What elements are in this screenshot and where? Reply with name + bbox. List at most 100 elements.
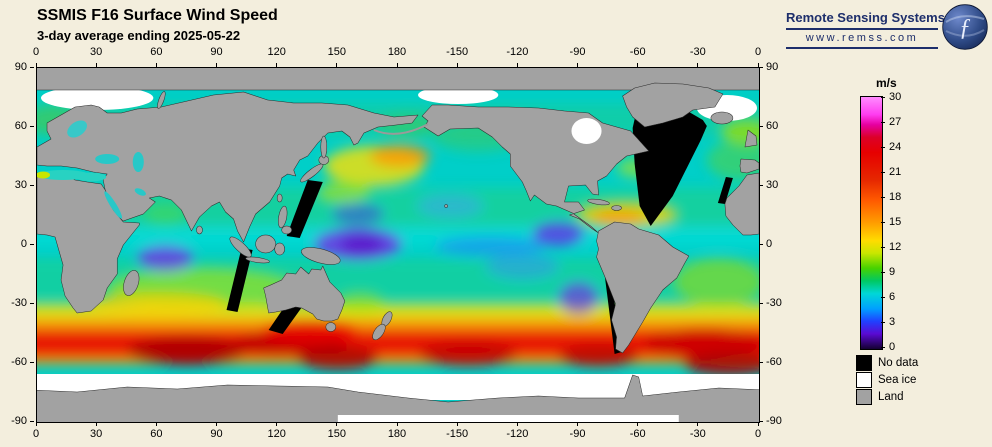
lon-tick <box>456 63 458 67</box>
lon-tick <box>637 63 639 67</box>
lon-tick-label: 90 <box>210 46 223 58</box>
inland-seas-layer <box>37 118 679 422</box>
lon-tick-label: 60 <box>150 46 163 58</box>
colorbar-tick <box>881 271 885 273</box>
borneo <box>255 234 276 254</box>
alboran-wind-patch <box>37 171 51 179</box>
lon-tick <box>396 422 398 426</box>
lon-tick-label: -60 <box>629 428 646 440</box>
globe-swirl <box>945 15 985 23</box>
lat-tick-label: 0 <box>766 238 773 250</box>
aleutians <box>373 123 429 135</box>
colorbar-tick-label: 27 <box>889 116 902 128</box>
hudson-bay-ice <box>571 118 602 144</box>
antarctica <box>37 374 759 422</box>
colorbar-tick <box>881 121 885 123</box>
black-sea <box>95 154 120 164</box>
arctic-land-strip <box>37 68 759 91</box>
lon-tick <box>757 63 759 67</box>
eurasia <box>37 91 419 243</box>
colorbar-tick-label: 6 <box>889 291 896 303</box>
lat-tick <box>30 361 34 363</box>
colorbar-tick <box>881 171 885 173</box>
colorbar-tick-label: 12 <box>889 241 902 253</box>
greenland <box>622 82 724 128</box>
lon-tick-label: 0 <box>754 428 762 440</box>
sri-lanka <box>196 225 203 235</box>
page-subtitle: 3-day average ending 2025-05-22 <box>37 28 241 43</box>
baltic-sea <box>67 120 88 138</box>
branding: Remote Sensing Systems www.remss.com <box>786 10 945 51</box>
colorbar-tick <box>881 296 885 298</box>
sakhalin <box>320 135 328 159</box>
lat-tick-label: 60 <box>14 120 27 132</box>
colorbar-tick <box>881 146 885 148</box>
lon-tick <box>697 422 699 426</box>
lat-tick-label: -30 <box>11 297 27 309</box>
colorbar: m/s 30 27 24 21 18 15 12 9 6 3 0 <box>858 76 988 376</box>
lon-tick-label: 60 <box>150 428 163 440</box>
remss-globe-logo: ƒ <box>942 4 988 50</box>
legend-item: Land <box>856 388 904 405</box>
lon-tick-label: -150 <box>446 428 469 440</box>
lon-tick <box>456 422 458 426</box>
new-zealand-south <box>372 323 386 341</box>
lon-tick <box>336 422 338 426</box>
colorbar-tick-label: 15 <box>889 216 902 228</box>
lat-tick <box>759 125 763 127</box>
lon-tick-label: 0 <box>754 46 762 58</box>
lon-tick-label: -90 <box>569 428 586 440</box>
lon-tick-label: 0 <box>32 428 40 440</box>
luzon <box>278 205 288 229</box>
longitude-axis-top: 0 30 60 90 120 150 180 -150 -120 -90 -60 -30 0 <box>33 46 761 67</box>
lon-tick-label: 30 <box>90 428 103 440</box>
lat-tick <box>759 302 763 304</box>
lat-tick-label: -30 <box>766 297 782 309</box>
novaya-zemlya <box>157 91 166 109</box>
lon-tick <box>697 63 699 67</box>
lon-tick <box>155 422 157 426</box>
lon-tick <box>396 63 398 67</box>
africa <box>37 171 140 314</box>
no-data-swatch <box>856 354 872 371</box>
lon-tick <box>336 63 338 67</box>
lon-tick-label: 30 <box>90 46 103 58</box>
mediterranean-sea <box>37 170 90 180</box>
west-africa-right-edge <box>724 172 759 236</box>
persian-gulf <box>134 188 146 196</box>
colorbar-tick-label: 3 <box>889 316 896 328</box>
page-title: SSMIS F16 Surface Wind Speed <box>37 7 278 24</box>
iceland <box>710 111 734 125</box>
lat-tick-label: -90 <box>766 415 782 427</box>
arctic-sea-ice <box>41 86 757 121</box>
lat-tick-label: -60 <box>11 356 27 368</box>
map-legend: No data Sea ice Land <box>856 354 986 415</box>
lon-tick <box>35 63 37 67</box>
lon-tick-label: -90 <box>569 46 586 58</box>
lon-tick-label: -30 <box>689 46 706 58</box>
lat-tick <box>759 420 763 422</box>
lon-tick-label: -150 <box>446 46 469 58</box>
latitude-axis-left: 90 60 30 0 -30 -60 -90 <box>0 61 35 427</box>
lon-tick <box>577 63 578 67</box>
hispaniola <box>611 205 622 211</box>
sea-ice-swatch <box>856 371 872 388</box>
lat-tick-label: 30 <box>14 179 27 191</box>
ross-ice-shelf <box>337 415 679 422</box>
british-isles <box>744 129 758 148</box>
globe-circle <box>942 4 988 50</box>
colorbar-tick-label: 18 <box>889 191 902 203</box>
lon-tick <box>95 63 97 67</box>
colorbar-tick <box>881 321 885 323</box>
caspian-sea <box>132 152 144 172</box>
madagascar <box>123 270 140 296</box>
lon-tick-label: -60 <box>629 46 646 58</box>
sulawesi <box>274 242 285 256</box>
lon-tick-label: 180 <box>387 46 407 58</box>
land-swatch <box>856 388 872 405</box>
south-america <box>596 221 690 354</box>
red-sea <box>104 191 123 219</box>
longitude-axis-bottom: 0 30 60 90 120 150 180 -150 -120 -90 -60 -30 0 <box>33 421 761 447</box>
hawaii <box>444 204 448 208</box>
